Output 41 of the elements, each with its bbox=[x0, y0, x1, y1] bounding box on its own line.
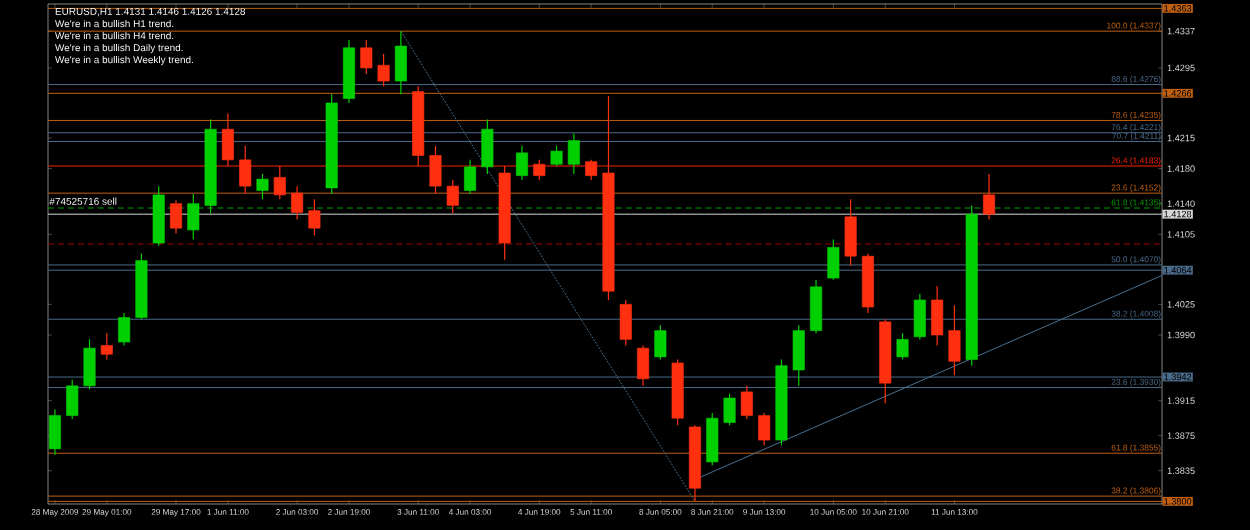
candlestick bbox=[273, 165, 286, 200]
candlestick bbox=[394, 30, 407, 95]
candlestick bbox=[723, 393, 736, 426]
candlestick bbox=[585, 159, 598, 181]
candlestick bbox=[706, 412, 719, 467]
candlestick bbox=[308, 198, 321, 236]
candlestick bbox=[118, 312, 131, 347]
candlestick bbox=[844, 198, 857, 267]
candlestick bbox=[429, 145, 442, 195]
candlestick bbox=[221, 112, 234, 167]
candlestick bbox=[792, 324, 805, 387]
candlestick bbox=[758, 412, 771, 446]
candlestick bbox=[515, 145, 528, 181]
candlestick bbox=[896, 332, 909, 361]
candlestick bbox=[567, 132, 580, 175]
candlestick bbox=[810, 279, 823, 334]
candlestick bbox=[100, 332, 113, 361]
candlestick bbox=[654, 324, 667, 361]
candlestick bbox=[464, 159, 477, 195]
candlestick bbox=[827, 238, 840, 281]
candlestick bbox=[48, 408, 61, 456]
candlestick bbox=[550, 145, 563, 167]
candlestick bbox=[239, 145, 252, 195]
candlestick bbox=[187, 193, 200, 241]
candlestick bbox=[931, 285, 944, 347]
candlestick bbox=[256, 173, 269, 200]
candlestick bbox=[446, 179, 459, 214]
candlestick bbox=[170, 199, 183, 235]
candlestick bbox=[913, 293, 926, 340]
candlestick bbox=[533, 159, 546, 181]
candlestick bbox=[740, 385, 753, 420]
candlestick bbox=[948, 304, 961, 376]
candlestick bbox=[83, 338, 96, 390]
candlestick bbox=[66, 379, 79, 420]
candlestick bbox=[481, 118, 494, 175]
candlestick bbox=[619, 299, 632, 347]
candlestick bbox=[983, 173, 996, 221]
candlestick bbox=[360, 39, 373, 75]
candlestick bbox=[291, 185, 304, 221]
candlestick bbox=[377, 53, 390, 87]
candlestick bbox=[637, 344, 650, 387]
